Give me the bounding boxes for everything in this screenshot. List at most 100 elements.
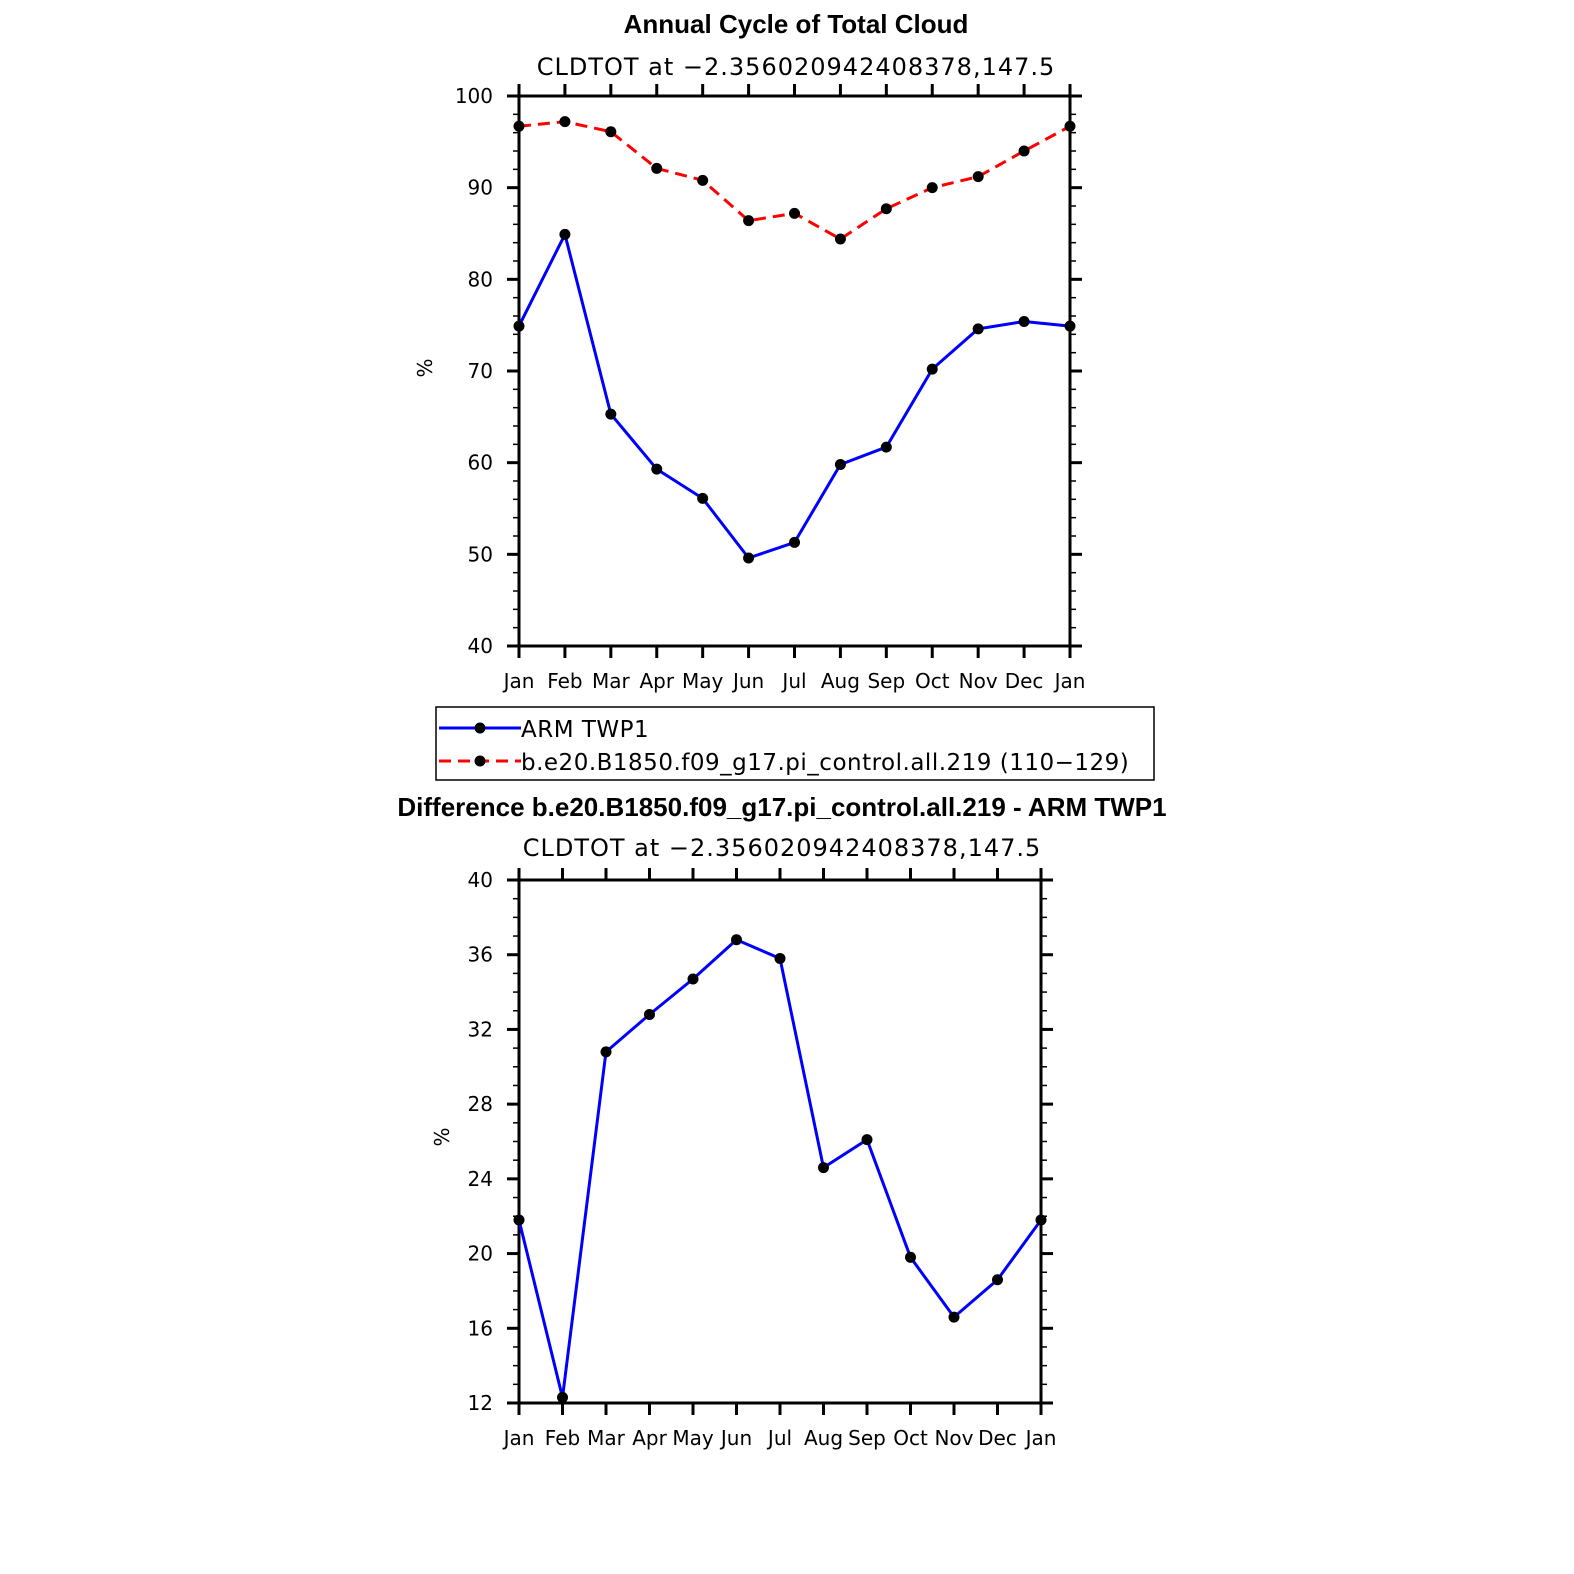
x-tick-label: Apr xyxy=(639,669,674,693)
y-tick-label: 20 xyxy=(468,1242,493,1266)
x-tick-label: Nov xyxy=(934,1426,973,1450)
legend-label-model: b.e20.B1850.f09_g17.pi_control.all.219 (… xyxy=(521,750,1129,776)
legend-marker-model xyxy=(474,755,486,767)
x-tick-label: Jun xyxy=(719,1426,752,1450)
data-point xyxy=(880,203,892,215)
x-tick-label: Jan xyxy=(1053,669,1086,693)
x-tick-label: Aug xyxy=(821,669,860,693)
y-tick-label: 40 xyxy=(468,868,493,892)
x-tick-label: Feb xyxy=(545,1426,580,1450)
data-point xyxy=(743,215,755,227)
x-tick-label: Dec xyxy=(1005,669,1044,693)
data-point xyxy=(1035,1214,1047,1226)
x-tick-label: Oct xyxy=(915,669,950,693)
x-tick-label: Jan xyxy=(502,1426,535,1450)
data-point xyxy=(651,463,663,475)
y-tick-label: 80 xyxy=(468,267,493,291)
series-line-0 xyxy=(517,232,1071,560)
x-tick-label: Mar xyxy=(592,669,631,693)
axes: Jan Feb Mar Apr May Jun Jul Aug Sep Oct Nov Dec Jan 1… xyxy=(468,868,1057,1450)
chart-title: Annual Cycle of Total Cloud xyxy=(624,9,969,39)
y-axis-label: % xyxy=(413,358,437,377)
data-point xyxy=(789,536,800,548)
x-tick-label: Jan xyxy=(1024,1426,1057,1450)
axes: Jan Feb Mar Apr May Jun Jul Aug Sep Oct Nov Dec Jan 4… xyxy=(455,84,1086,693)
data-point xyxy=(774,952,786,964)
legend-label-arm-twp1: ARM TWP1 xyxy=(521,717,649,743)
y-tick-label: 100 xyxy=(455,84,493,108)
y-tick-label: 50 xyxy=(468,542,493,566)
x-tick-label: Apr xyxy=(632,1426,667,1450)
chart-annual-cycle: Annual Cycle of Total Cloud CLDTOT at −2… xyxy=(413,9,1085,693)
legend-marker-arm-twp1 xyxy=(474,722,486,734)
data-point xyxy=(789,207,800,219)
data-point xyxy=(1018,316,1030,327)
legend: ARM TWP1 b.e20.B1850.f09_g17.pi_control.… xyxy=(435,706,1155,781)
data-point xyxy=(731,934,742,946)
legend-box xyxy=(435,706,1155,781)
x-tick-label: Jun xyxy=(731,669,764,693)
x-tick-label: May xyxy=(672,1426,714,1450)
data-point xyxy=(687,973,699,985)
data-point xyxy=(697,174,709,186)
x-tick-label: Jul xyxy=(766,1426,792,1450)
y-tick-label: 60 xyxy=(468,451,493,475)
data-point xyxy=(513,120,525,132)
data-point xyxy=(1018,145,1030,157)
data-point xyxy=(1064,320,1076,332)
data-point xyxy=(905,1251,916,1263)
data-point xyxy=(880,441,892,453)
data-point xyxy=(644,1008,655,1020)
data-point xyxy=(926,182,938,194)
x-tick-label: Dec xyxy=(978,1426,1017,1450)
chart-subtitle: CLDTOT at −2.356020942408378,147.5 xyxy=(523,834,1042,862)
x-tick-label: May xyxy=(682,669,724,693)
y-tick-label: 70 xyxy=(468,359,493,383)
x-tick-label: Sep xyxy=(867,669,905,693)
x-tick-label: Feb xyxy=(547,669,582,693)
data-point xyxy=(605,408,617,420)
data-point xyxy=(559,116,571,128)
series-line-0 xyxy=(517,938,1043,1399)
x-tick-label: Jan xyxy=(502,669,535,693)
y-tick-label: 16 xyxy=(468,1316,493,1340)
x-tick-label: Mar xyxy=(587,1426,626,1450)
x-tick-label: Aug xyxy=(804,1426,843,1450)
data-point xyxy=(992,1274,1003,1286)
data-point xyxy=(697,492,709,504)
chart-subtitle: CLDTOT at −2.356020942408378,147.5 xyxy=(537,53,1056,81)
y-tick-label: 36 xyxy=(468,943,493,967)
data-point xyxy=(972,171,984,183)
y-tick-label: 32 xyxy=(468,1017,493,1041)
data-point xyxy=(926,363,938,375)
data-point xyxy=(948,1311,960,1323)
y-tick-label: 40 xyxy=(468,634,493,658)
series-layer xyxy=(513,116,1076,564)
chart-difference: Difference b.e20.B1850.f09_g17.pi_contro… xyxy=(397,792,1166,1450)
data-point xyxy=(972,323,984,335)
data-point xyxy=(513,320,525,332)
series-line-1 xyxy=(518,120,1071,241)
data-point xyxy=(559,228,571,240)
x-tick-label: Oct xyxy=(893,1426,928,1450)
y-tick-label: 24 xyxy=(468,1167,493,1191)
y-tick-label: 90 xyxy=(468,176,493,200)
y-tick-label: 12 xyxy=(468,1391,493,1415)
data-point xyxy=(818,1162,829,1174)
x-tick-label: Nov xyxy=(959,669,998,693)
chart-title: Difference b.e20.B1850.f09_g17.pi_contro… xyxy=(397,792,1166,822)
data-point xyxy=(600,1046,612,1058)
data-point xyxy=(1064,120,1076,132)
data-point xyxy=(557,1391,568,1403)
data-point xyxy=(834,233,846,245)
x-tick-label: Sep xyxy=(848,1426,886,1450)
x-tick-label: Jul xyxy=(780,669,806,693)
data-point xyxy=(513,1214,525,1226)
data-point xyxy=(861,1134,873,1146)
plot-frame xyxy=(517,94,1072,648)
y-tick-label: 28 xyxy=(468,1092,493,1116)
data-point xyxy=(743,552,755,564)
y-axis-label: % xyxy=(430,1127,454,1146)
series-layer xyxy=(513,934,1047,1403)
